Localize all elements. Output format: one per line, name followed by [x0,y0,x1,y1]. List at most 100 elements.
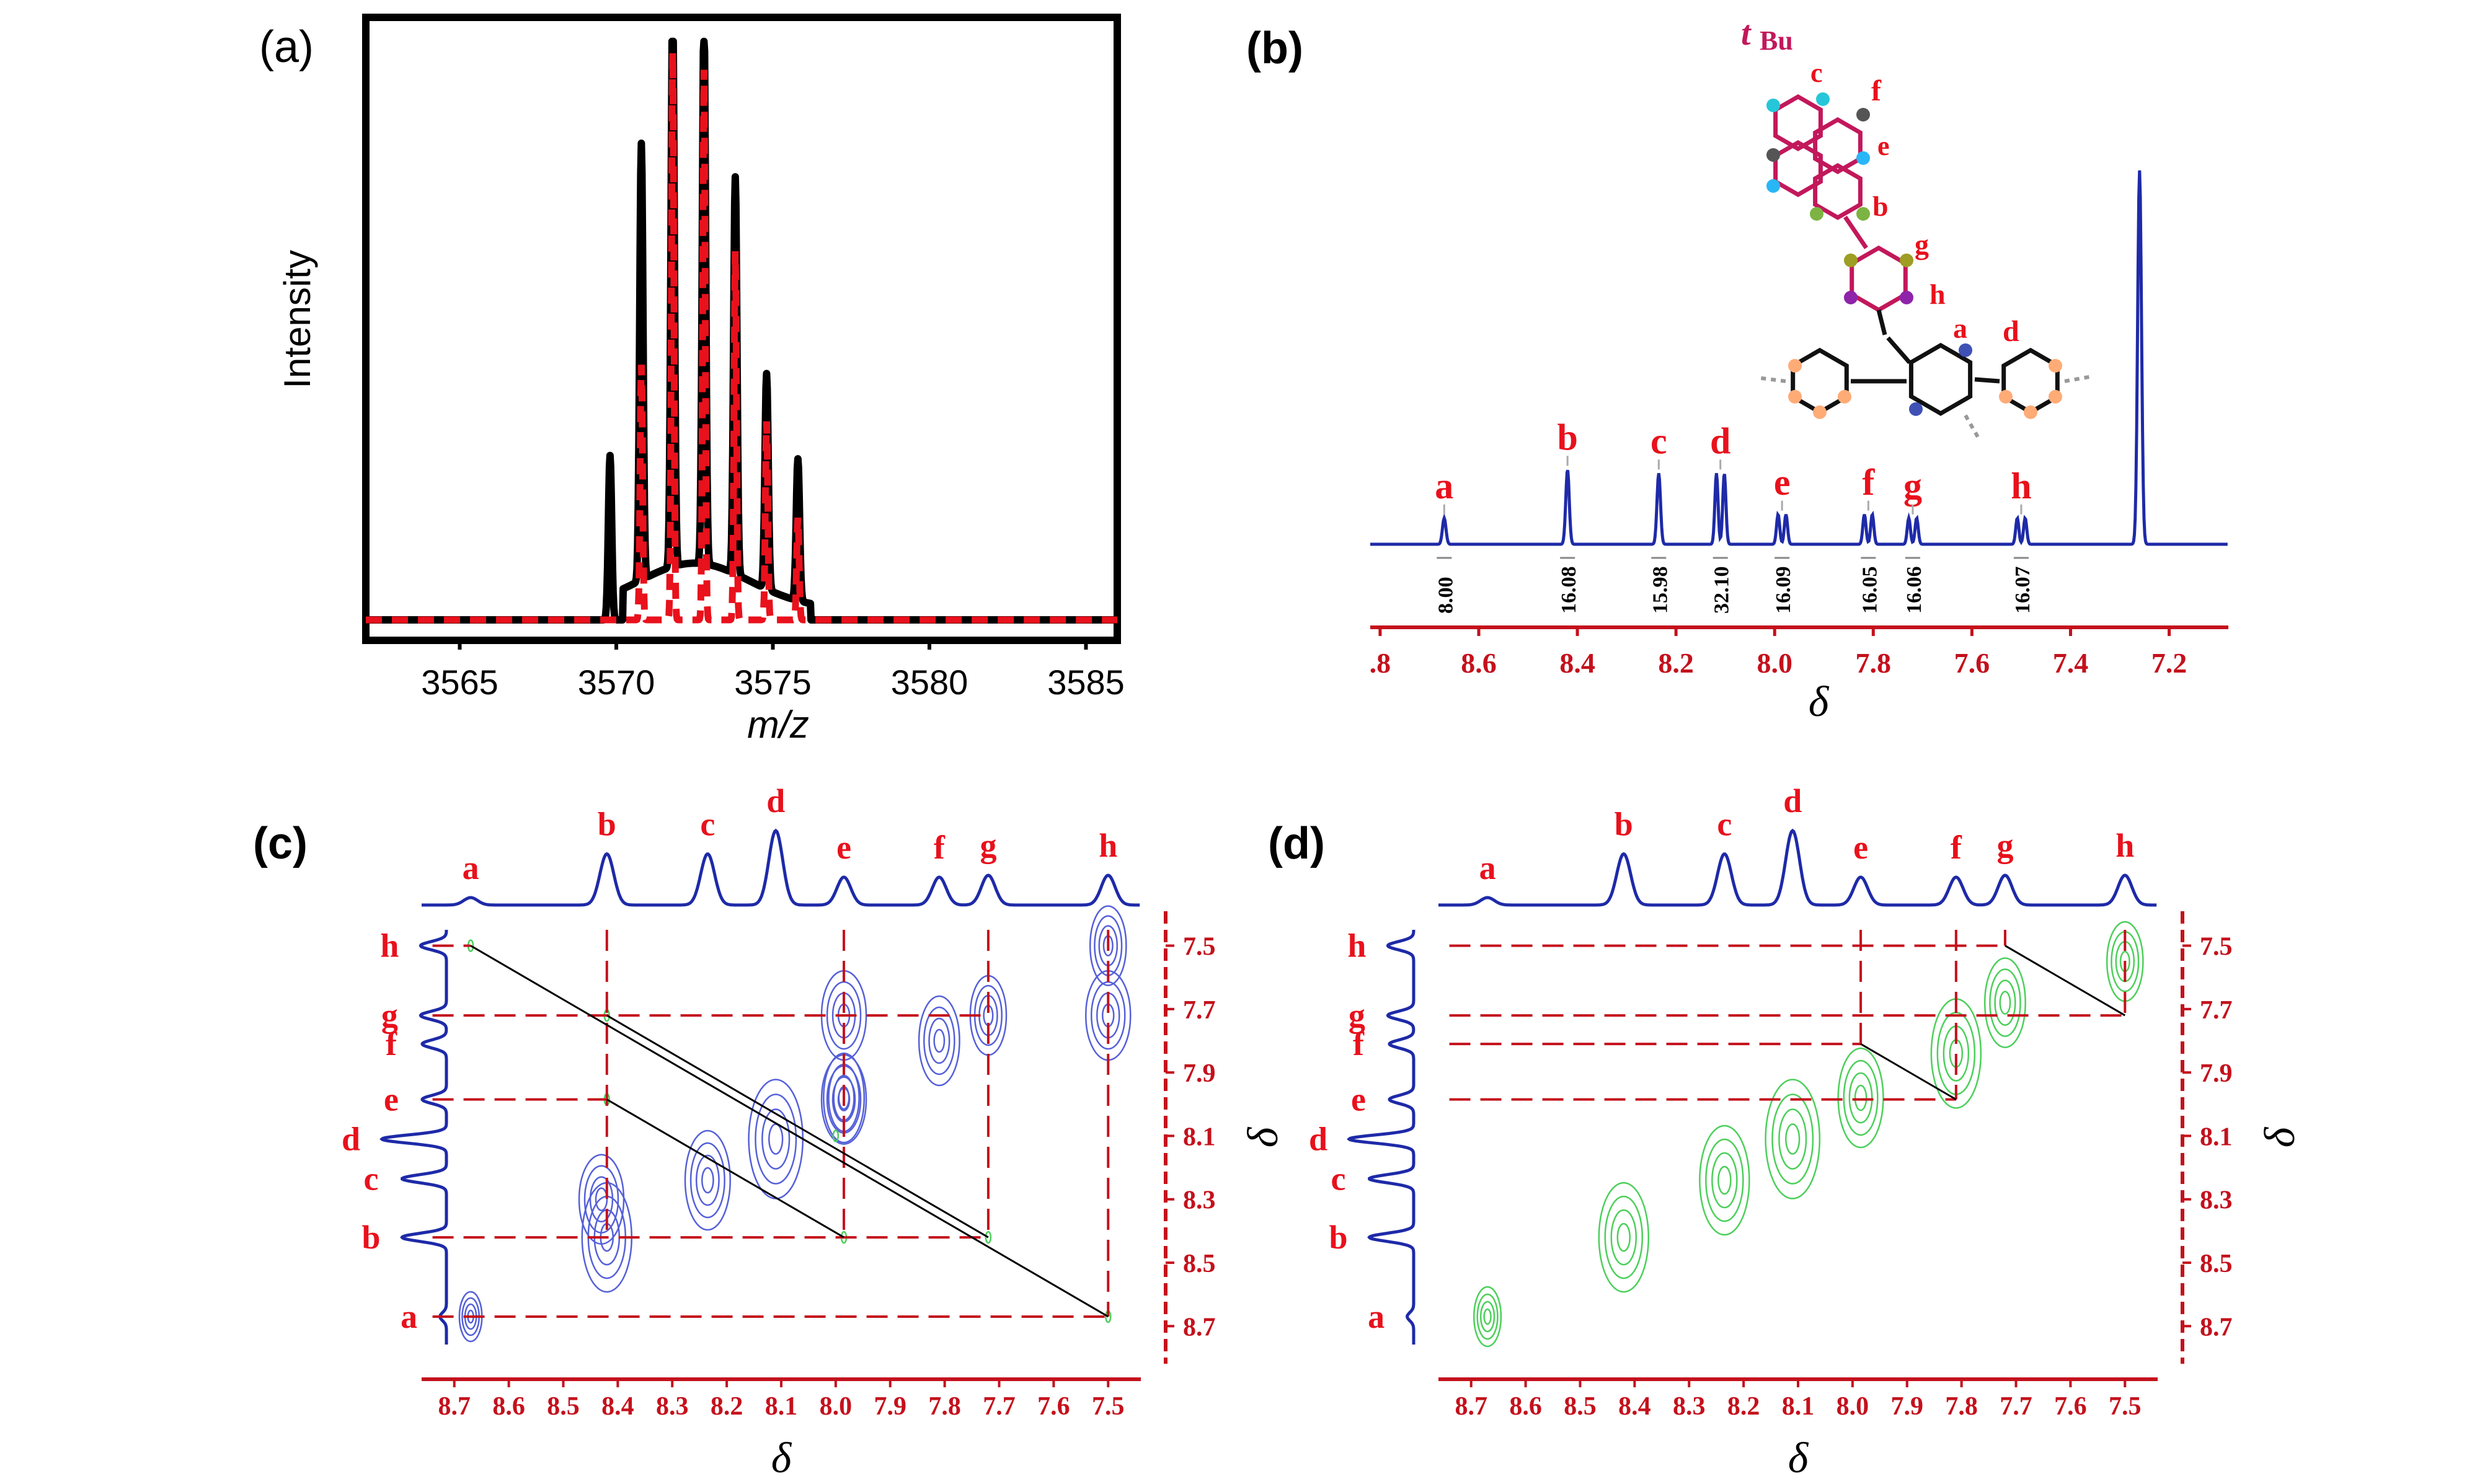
panel-c-x-tick-label: 8.1 [765,1392,798,1421]
panel-label-c: (c) [253,819,308,868]
panel-c-x-tick-label: 8.5 [547,1392,580,1421]
panel-d-diagonal-contour [1699,1124,1750,1236]
panel-d-diagonal-contour [1848,1072,1873,1124]
panel-label-d: (d) [1268,819,1325,868]
panel-c-top-label-f: f [934,829,946,866]
panel-b-tick-label: .8 [1370,647,1391,679]
panel-d-diagonal-contour [1483,1308,1492,1325]
proton-marker [1766,148,1780,162]
proton-marker [1856,108,1870,121]
panel-d-y-tick-label: 8.3 [2200,1186,2233,1215]
panel-b-integrals: 8.00 16.08 15.98 32.10 16.09 16.05 16.06 16.07 [1434,557,2034,614]
bond [1876,309,1887,335]
structure-label: h [1930,278,1946,310]
panel-d-y-tick-label: 7.9 [2200,1059,2233,1088]
panel-c-left-label-h: h [380,927,399,965]
panel-d-top-projection [1438,828,2157,907]
side-ring-right [2001,347,2060,415]
panel-c-y-tick-label: 7.5 [1183,933,1216,961]
proton-marker [2049,390,2062,404]
structure-label: e [1877,131,1890,161]
panel-a-tick-label: 3585 [1047,663,1125,702]
panel-d-x-tick-label: 8.5 [1564,1392,1597,1421]
proton-marker [1766,99,1780,112]
panel-b-peak-label-g: g [1903,466,1922,506]
panel-c-top-label-e: e [836,829,851,866]
bond [1974,377,2000,384]
panel-b-spectrum-line [1370,170,2228,546]
structure-label: g [1915,229,1929,260]
pyrene-ring [1813,162,1863,221]
panel-d-left-label-d: d [1309,1121,1327,1158]
pyrene-ring [1813,117,1863,175]
panel-a-series-solid [363,37,1120,624]
panel-c-y-tick-label: 7.7 [1183,996,1216,1025]
panel-d-x-tick-label: 7.6 [2054,1392,2087,1421]
structure-label: f [1871,74,1882,107]
panel-b-integral-value: 16.08 [1557,567,1580,614]
panel-c-x-tick-label: 7.6 [1037,1392,1070,1421]
proton-marker [1900,291,1913,304]
panel-d-y-tick-label: 8.5 [2200,1250,2233,1278]
panel-d-diagonal-contour [1983,957,2026,1048]
proton-marker [1999,390,2013,404]
panel-d-diagonal-contour [1765,1079,1821,1199]
bond-stub [1964,414,1980,438]
panel-b-integral-value: 32.10 [1711,567,1734,614]
panel-d-diagonal-contour [1479,1301,1495,1333]
panel-b-peak-label-f: f [1862,462,1875,503]
core-ring [1908,342,1973,417]
panel-c-top-label-g: g [980,827,996,864]
panel-d-y-tick-label: 8.1 [2200,1123,2233,1151]
panel-c-correlation-line [606,1014,989,1239]
panel-c-x-tick-label: 7.7 [983,1392,1016,1421]
panel-c-left-label-c: c [364,1160,379,1197]
panel-d-diagonal-contour [1994,979,2016,1026]
panel-d-x-tick-label: 7.8 [1945,1392,1978,1421]
panel-d-diagonal-contour [1778,1108,1807,1170]
panel-c-x-tick-label: 8.4 [601,1392,634,1421]
panel-d-diagonal-contour [1473,1286,1502,1348]
proton-marker [1909,402,1923,416]
bond-stub [1760,376,1786,383]
panel-b-tick-label: 7.2 [2151,647,2187,679]
panel-c-cross-peak [832,1129,840,1142]
panel-a-mass-spectrum: Intensity m/z 3565 3570 3575 3580 3585 [277,14,1125,746]
proton-marker [1813,405,1827,419]
panel-c-diagonal-contour [923,1006,955,1075]
panel-c-x-tick-label: 7.8 [928,1392,961,1421]
panel-d-top-label-g: g [1996,827,2013,864]
panel-d-diagonal-contour [1476,1293,1499,1340]
panel-d-top-label-h: h [2116,827,2134,864]
panel-d-left-label-f: f [1353,1025,1365,1062]
panel-b-tick-label: 7.6 [1954,647,1990,679]
panel-c-top-label-h: h [1099,827,1117,864]
panel-b-peak-label-b: b [1557,417,1577,457]
panel-c-left-label-e: e [384,1081,399,1118]
panel-b-integral-value: 16.05 [1858,567,1881,614]
panel-d-top-label-d: d [1783,782,1802,819]
structure-label: a [1953,312,1967,344]
panel-c-y-tick-label: 8.7 [1183,1313,1216,1341]
panel-c-x-tick-label: 8.0 [820,1392,853,1421]
panel-c-diagonal-contour [748,1079,804,1199]
panel-b-peak-labels: a b c d e f g h [1435,417,2032,515]
panel-d-diagonal-contour [1705,1138,1744,1222]
panel-d-left-label-b: b [1329,1219,1347,1256]
panel-b-integral-value: 16.07 [2011,567,2034,614]
panel-c-diagonal-contour [684,1129,731,1231]
panel-c-left-label-f: f [386,1025,397,1062]
panel-d-left-projection [1347,930,1416,1345]
panel-c-top-label-d: d [766,782,785,819]
structure-label: c [1810,58,1823,88]
panel-d-diagonal-contour [1771,1093,1814,1185]
bond [1886,336,1912,364]
panel-d-y-tick-label: 8.7 [2200,1313,2233,1341]
panel-c-x-tick-label: 8.7 [438,1392,471,1421]
panel-c-cross-peak [595,1187,608,1211]
panel-d-x-tick-label: 8.2 [1727,1392,1760,1421]
proton-marker [1844,254,1858,267]
